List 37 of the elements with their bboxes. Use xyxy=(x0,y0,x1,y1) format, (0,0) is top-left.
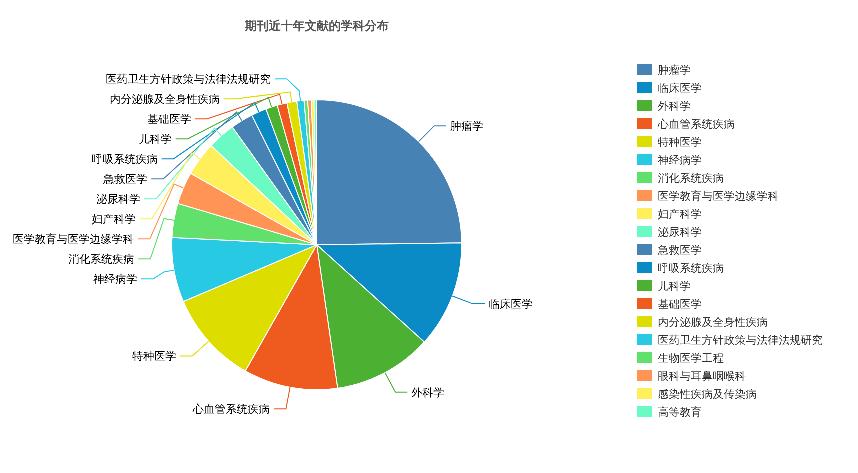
slice-label: 医药卫生方针政策与法律法规研究 xyxy=(106,73,271,86)
legend-label: 基础医学 xyxy=(658,298,702,311)
chart-title: 期刊近十年文献的学科分布 xyxy=(244,19,389,33)
slice-label: 妇产科学 xyxy=(92,213,136,226)
legend-label: 消化系统疾病 xyxy=(658,172,724,185)
legend-label: 内分泌腺及全身性疾病 xyxy=(658,316,768,329)
legend-label: 儿科学 xyxy=(658,280,691,293)
slice-label: 心血管系统疾病 xyxy=(192,403,270,416)
legend-label: 呼吸系统疾病 xyxy=(658,262,724,275)
legend-label: 生物医学工程 xyxy=(658,352,724,365)
slice-label: 医学教育与医学边缘学科 xyxy=(13,233,134,246)
legend-label: 医药卫生方针政策与法律法规研究 xyxy=(658,334,823,347)
legend-label: 心血管系统疾病 xyxy=(657,118,735,131)
slice-label: 外科学 xyxy=(412,386,445,400)
slice-label: 肿瘤学 xyxy=(450,120,484,134)
slice-label: 基础医学 xyxy=(147,113,192,126)
legend-label: 神经病学 xyxy=(658,154,702,167)
legend-label: 泌尿科学 xyxy=(658,226,702,239)
slice-label: 特种医学 xyxy=(132,350,176,364)
slice-label: 神经病学 xyxy=(94,273,138,286)
slice-label: 呼吸系统疾病 xyxy=(92,153,158,166)
legend-label: 感染性疾病及传染病 xyxy=(658,388,757,401)
legend-label: 特种医学 xyxy=(658,136,702,149)
slice-label: 临床医学 xyxy=(489,298,534,312)
slice-label: 泌尿科学 xyxy=(96,193,140,206)
legend-label: 眼科与耳鼻咽喉科 xyxy=(658,370,746,383)
legend-label: 外科学 xyxy=(658,100,691,113)
legend-label: 肿瘤学 xyxy=(658,64,691,77)
legend-label: 急救医学 xyxy=(657,244,702,257)
legend-label: 医学教育与医学边缘学科 xyxy=(658,190,779,203)
slice-label: 消化系统疾病 xyxy=(68,253,135,266)
slice-label: 儿科学 xyxy=(138,133,172,146)
slice-label: 急救医学 xyxy=(102,173,148,186)
legend-label: 高等教育 xyxy=(658,406,702,419)
legend-label: 妇产科学 xyxy=(658,208,702,221)
legend-label: 临床医学 xyxy=(658,82,702,95)
slice-label: 内分泌腺及全身性疾病 xyxy=(110,93,220,106)
